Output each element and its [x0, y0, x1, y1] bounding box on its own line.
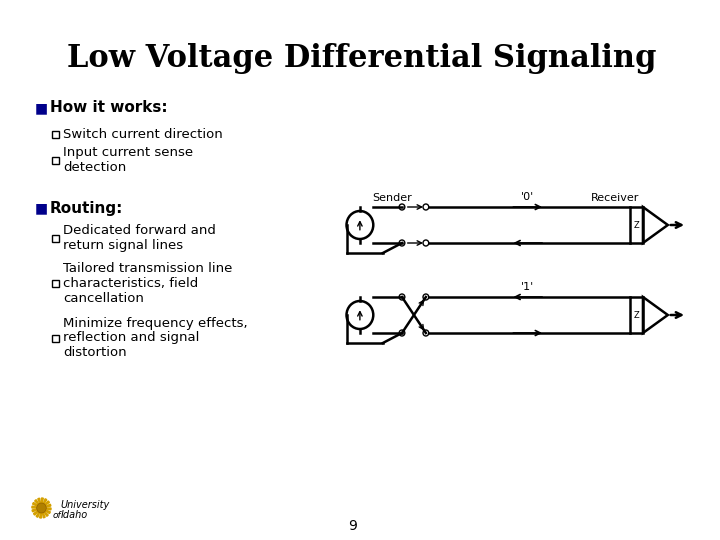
Text: Z: Z — [634, 310, 639, 320]
Bar — [629, 297, 643, 333]
Wedge shape — [42, 508, 50, 514]
Wedge shape — [42, 498, 43, 508]
Wedge shape — [42, 499, 47, 508]
Wedge shape — [42, 508, 48, 516]
Text: Dedicated forward and
return signal lines: Dedicated forward and return signal line… — [63, 224, 216, 252]
Wedge shape — [38, 498, 42, 508]
Text: Receiver: Receiver — [591, 193, 639, 203]
Wedge shape — [35, 500, 42, 508]
Text: 9: 9 — [348, 519, 356, 533]
Wedge shape — [40, 508, 42, 518]
Text: ■: ■ — [35, 201, 48, 215]
Wedge shape — [42, 501, 50, 508]
Bar — [52, 234, 59, 241]
Text: How it works:: How it works: — [50, 100, 168, 116]
Text: Input current sense
detection: Input current sense detection — [63, 146, 194, 174]
Bar — [629, 207, 643, 243]
Text: Sender: Sender — [372, 193, 413, 203]
Text: Switch current direction: Switch current direction — [63, 127, 223, 140]
Text: ■: ■ — [35, 101, 48, 115]
Text: Minimize frequency effects,
reflection and signal
distortion: Minimize frequency effects, reflection a… — [63, 316, 248, 360]
Text: Idaho: Idaho — [60, 510, 88, 520]
Text: '1': '1' — [521, 282, 534, 292]
Bar — [52, 131, 59, 138]
Wedge shape — [34, 508, 42, 515]
Text: Routing:: Routing: — [50, 200, 123, 215]
Wedge shape — [32, 508, 42, 512]
Wedge shape — [32, 506, 42, 508]
Wedge shape — [42, 508, 51, 510]
Text: of: of — [53, 510, 62, 519]
Wedge shape — [42, 504, 51, 508]
Wedge shape — [32, 503, 42, 508]
Bar — [52, 334, 59, 341]
Wedge shape — [42, 508, 45, 518]
Text: Tailored transmission line
characteristics, field
cancellation: Tailored transmission line characteristi… — [63, 261, 233, 305]
Circle shape — [37, 503, 46, 513]
Bar — [52, 280, 59, 287]
Text: '0': '0' — [521, 192, 534, 202]
Text: Low Voltage Differential Signaling: Low Voltage Differential Signaling — [67, 43, 657, 73]
Text: Z: Z — [634, 220, 639, 230]
Wedge shape — [36, 508, 42, 517]
Text: University: University — [60, 500, 110, 510]
Bar — [52, 157, 59, 164]
